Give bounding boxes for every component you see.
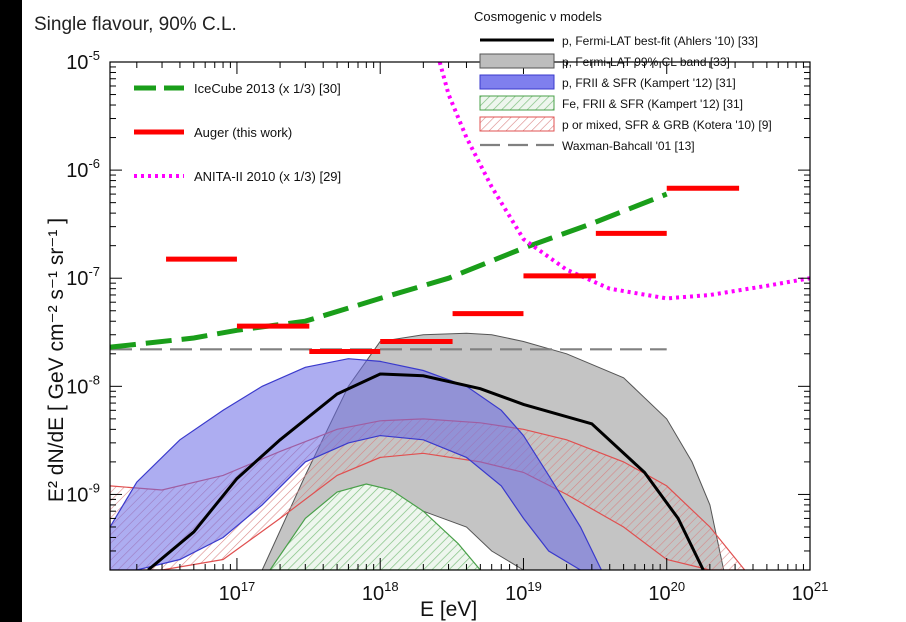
- band-kampert-fe-frii-sfr: [269, 483, 482, 570]
- y-tick-label-exponent: -9: [88, 480, 100, 495]
- x-tick-label: 1019: [505, 579, 542, 605]
- x-tick-label-base: 10: [792, 583, 814, 605]
- x-tick-label-base: 10: [362, 583, 384, 605]
- legend-model-label: p, FRII & SFR (Kampert '12) [31]: [562, 76, 736, 90]
- x-tick-label-base: 10: [219, 583, 241, 605]
- x-tick-label-exponent: 20: [671, 579, 685, 594]
- legend-model-label: Fe, FRII & SFR (Kampert '12) [31]: [562, 97, 743, 111]
- legend-models: Cosmogenic ν models p, Fermi-LAT best-fit…: [474, 9, 772, 153]
- x-axis-label: E [eV]: [420, 598, 478, 621]
- x-tick-label-base: 10: [505, 583, 527, 605]
- plot-frame: [109, 61, 811, 571]
- x-tick-label-exponent: 21: [814, 579, 828, 594]
- x-tick-label: 1018: [362, 579, 399, 605]
- line-fermi-lat-best-fit: [147, 372, 705, 570]
- left-edge-strip: [0, 0, 22, 622]
- x-tick-label: 1021: [792, 579, 829, 605]
- legend-model-swatch: [479, 116, 555, 132]
- y-axis-label: E² dN/dE [ GeV cm⁻² s⁻¹ sr⁻¹ ]: [45, 217, 68, 503]
- y-tick-label: 10-8: [66, 372, 100, 398]
- line-anita-ii-2010: [437, 62, 810, 301]
- legend-model-label: p, Fermi-LAT best-fit (Ahlers '10) [33]: [562, 34, 758, 48]
- x-tick-label-exponent: 17: [241, 579, 255, 594]
- legend-model-swatch: [479, 95, 555, 111]
- legend-limit-label: ANITA-II 2010 (x 1/3) [29]: [194, 169, 341, 184]
- y-tick-label-exponent: -5: [88, 48, 100, 63]
- x-tick-label-exponent: 18: [384, 579, 398, 594]
- line-icecube-2013: [110, 191, 668, 350]
- legend-limit-label: Auger (this work): [194, 125, 292, 140]
- y-tick-label-base: 10: [66, 376, 88, 398]
- y-tick-label-base: 10: [66, 160, 88, 182]
- legend-model-swatch: [479, 74, 555, 90]
- x-tick-label: 1017: [219, 579, 256, 605]
- y-tick-label-base: 10: [66, 52, 88, 74]
- y-tick-label-exponent: -6: [88, 156, 100, 171]
- x-tick-label-base: 10: [648, 583, 670, 605]
- y-tick-label: 10-9: [66, 480, 100, 506]
- y-tick-label: 10-5: [66, 48, 100, 74]
- chart-title: Single flavour, 90% C.L.: [34, 14, 237, 35]
- legend-model-label: Waxman-Bahcall '01 [13]: [562, 139, 695, 153]
- y-tick-label-exponent: -8: [88, 372, 100, 387]
- axis-ticks: [110, 61, 811, 571]
- plot-area: [110, 62, 810, 570]
- legend-model-label: p, Fermi-LAT 99% CL band [33]: [562, 55, 730, 69]
- legend-models-title: Cosmogenic ν models: [474, 9, 602, 24]
- x-tick-label: 1020: [648, 579, 685, 605]
- legend-limits: IceCube 2013 (x 1/3) [30] Auger (this wor…: [134, 81, 341, 184]
- band-kampert-p-frii-sfr: [110, 358, 603, 570]
- legend-model-swatch: [479, 53, 555, 69]
- x-tick-label-exponent: 19: [527, 579, 541, 594]
- y-tick-label: 10-6: [66, 156, 100, 182]
- y-tick-label-base: 10: [66, 268, 88, 290]
- y-tick-label-base: 10: [66, 484, 88, 506]
- y-tick-label: 10-7: [66, 264, 100, 290]
- y-tick-label-exponent: -7: [88, 264, 100, 279]
- legend-limit-label: IceCube 2013 (x 1/3) [30]: [194, 81, 341, 96]
- legend-model-label: p or mixed, SFR & GRB (Kotera '10) [9]: [562, 118, 772, 132]
